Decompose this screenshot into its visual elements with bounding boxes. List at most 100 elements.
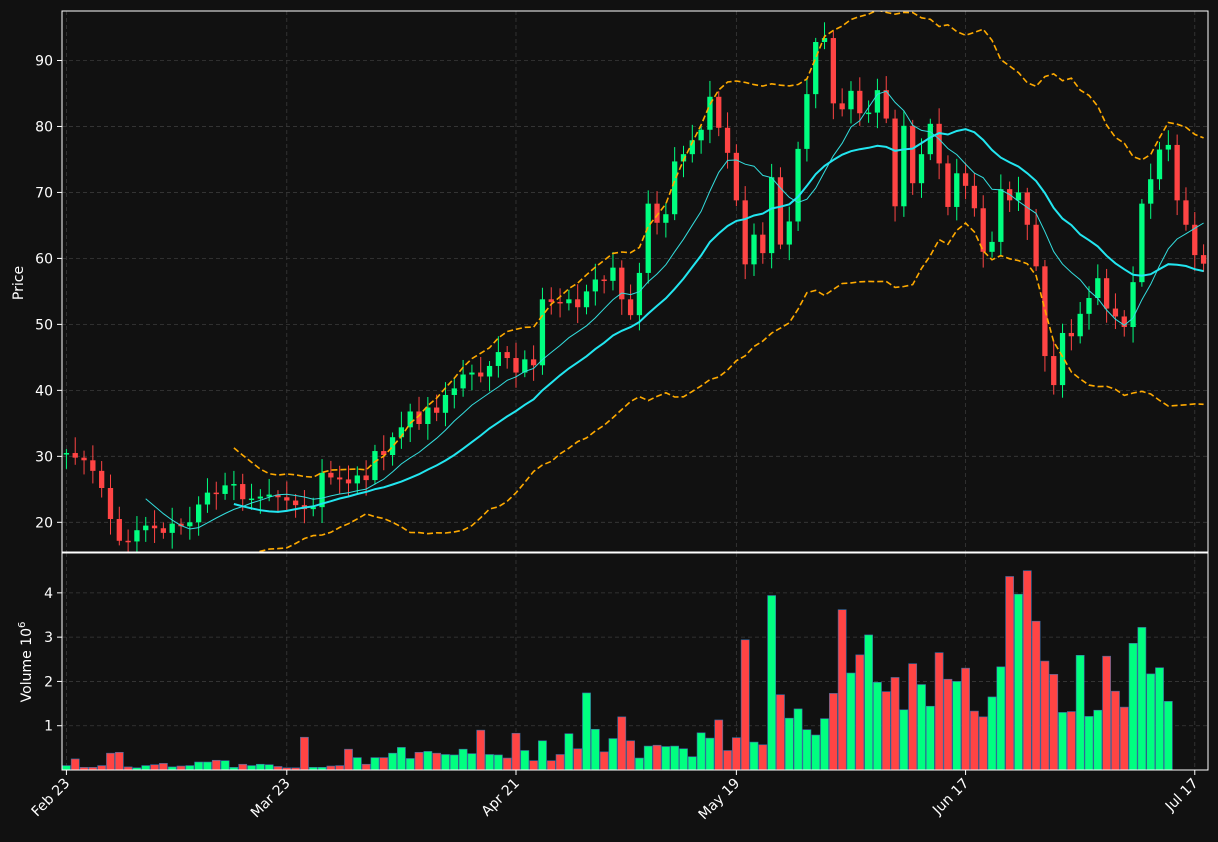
candle-body bbox=[1103, 278, 1110, 309]
volume-bar bbox=[608, 738, 618, 770]
candle-body bbox=[337, 477, 343, 480]
volume-bar bbox=[441, 754, 450, 770]
volume-bar bbox=[379, 757, 389, 770]
volume-bar bbox=[564, 733, 574, 770]
volume-bar bbox=[1049, 674, 1059, 770]
candle-body bbox=[707, 96, 713, 130]
candle-body bbox=[1165, 144, 1171, 150]
candle-body bbox=[107, 488, 114, 520]
candle-body bbox=[389, 437, 396, 456]
volume-bar bbox=[247, 765, 256, 770]
volume-bar bbox=[485, 754, 494, 770]
candle-body bbox=[583, 291, 590, 308]
candle-body bbox=[830, 38, 836, 104]
price-y-tick-label: 90 bbox=[35, 53, 53, 69]
candle-body bbox=[151, 525, 158, 529]
volume-bar bbox=[538, 740, 547, 770]
volume-bar bbox=[467, 753, 477, 770]
volume-y-tick-label: 1 bbox=[44, 719, 53, 735]
candle-body bbox=[795, 148, 801, 222]
candle-body bbox=[1068, 332, 1075, 337]
candle-body bbox=[892, 118, 898, 207]
candle-body bbox=[354, 475, 360, 484]
volume-bar bbox=[1005, 576, 1015, 770]
candle-body bbox=[372, 451, 378, 481]
volume-bar bbox=[476, 729, 486, 770]
candle-body bbox=[442, 394, 449, 413]
volume-bar bbox=[1031, 620, 1041, 770]
volume-bar bbox=[943, 678, 953, 770]
candle-body bbox=[451, 388, 457, 395]
candle-body bbox=[610, 267, 616, 281]
volume-axis-title-text: Volume 10 bbox=[19, 628, 35, 702]
volume-bar bbox=[397, 747, 406, 770]
price-y-tick-label: 30 bbox=[35, 449, 53, 465]
candle-body bbox=[971, 185, 978, 209]
candle-body bbox=[469, 372, 475, 375]
volume-bar bbox=[555, 754, 565, 770]
volume-bar bbox=[873, 682, 882, 770]
candle-body bbox=[169, 523, 175, 533]
volume-bar bbox=[899, 709, 909, 770]
volume-bar bbox=[458, 748, 468, 770]
volume-bar bbox=[987, 696, 997, 770]
volume-bar bbox=[582, 692, 591, 770]
volume-bar bbox=[776, 694, 785, 770]
candle-body bbox=[874, 90, 881, 113]
volume-bar bbox=[846, 672, 856, 770]
volume-y-tick-label: 4 bbox=[44, 586, 53, 602]
panel-frames bbox=[61, 10, 1209, 771]
candle-body bbox=[284, 497, 290, 501]
volume-bar bbox=[344, 748, 353, 770]
candle-body bbox=[539, 299, 546, 366]
volume-bar bbox=[150, 764, 159, 770]
volume-bar bbox=[326, 765, 336, 770]
volume-bar bbox=[934, 652, 944, 770]
price-y-tick-label: 50 bbox=[35, 317, 53, 333]
candle-body bbox=[821, 38, 828, 43]
candle-body bbox=[72, 453, 78, 458]
volume-bar bbox=[978, 716, 988, 770]
volume-bar bbox=[811, 734, 821, 770]
candle-body bbox=[698, 129, 704, 141]
candle-body bbox=[627, 299, 634, 316]
volume-bar bbox=[626, 740, 635, 770]
volume-bar bbox=[1155, 667, 1164, 770]
candle-body bbox=[777, 177, 784, 245]
volume-bar bbox=[238, 763, 248, 770]
candle-body bbox=[434, 407, 440, 413]
candle-body bbox=[187, 522, 193, 527]
candle-body bbox=[548, 299, 554, 302]
volume-bar bbox=[529, 760, 538, 770]
candle-body bbox=[592, 279, 598, 292]
candle-body bbox=[742, 200, 748, 265]
candle-body bbox=[1183, 200, 1189, 225]
candle-body bbox=[768, 177, 775, 254]
volume-bar bbox=[1084, 716, 1094, 770]
candle-body bbox=[504, 352, 510, 359]
candle-body bbox=[839, 103, 845, 110]
volume-bar bbox=[758, 744, 768, 770]
candle-body bbox=[248, 498, 255, 501]
volume-bar bbox=[300, 736, 309, 770]
bollinger-lower-line bbox=[256, 222, 1204, 552]
candle-body bbox=[363, 475, 369, 481]
volume-bar bbox=[546, 760, 556, 770]
candle-body bbox=[680, 154, 687, 162]
candle-body bbox=[1086, 297, 1092, 314]
candle-body bbox=[407, 411, 413, 428]
sma-short-line bbox=[145, 90, 1204, 530]
volume-bar bbox=[114, 751, 124, 770]
volume-bar bbox=[705, 737, 715, 770]
candle-body bbox=[63, 453, 70, 455]
volume-bar bbox=[802, 729, 812, 770]
candle-body bbox=[143, 525, 149, 531]
candle-body bbox=[460, 374, 466, 389]
volume-bar bbox=[740, 639, 750, 770]
volume-bar bbox=[106, 752, 115, 770]
volume-bar bbox=[767, 595, 776, 770]
candle-body bbox=[204, 492, 211, 505]
volume-bar bbox=[203, 761, 212, 770]
candle-body bbox=[178, 523, 184, 527]
volume-bar bbox=[220, 760, 230, 770]
